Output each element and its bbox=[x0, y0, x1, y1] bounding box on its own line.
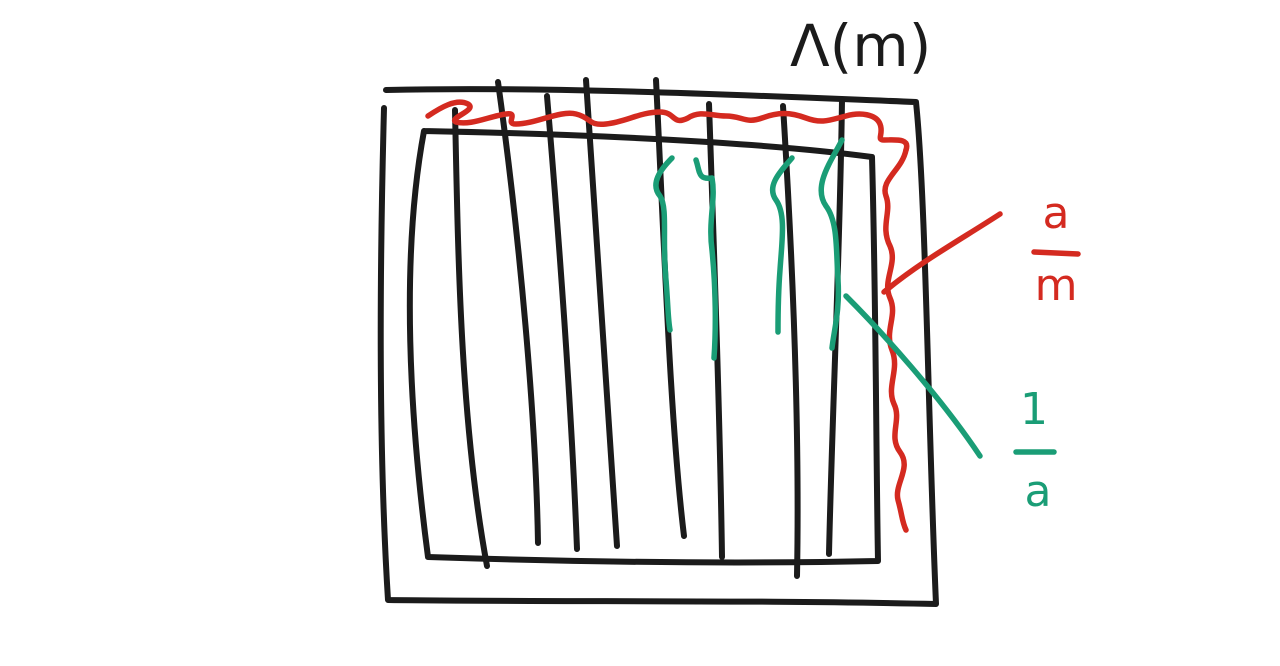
vertical-line bbox=[583, 77, 620, 549]
red-wavy-line-top bbox=[425, 99, 910, 153]
red-pointer-line bbox=[881, 211, 1003, 295]
green-pointer-line bbox=[843, 293, 983, 459]
inner-square bbox=[406, 128, 881, 566]
red-fraction-numerator: a bbox=[1043, 188, 1070, 239]
red-fraction-bar bbox=[1031, 249, 1081, 257]
lattice-title-label: Λ(m) bbox=[790, 12, 931, 80]
vertical-line bbox=[780, 103, 801, 579]
green-strand bbox=[653, 155, 675, 333]
green-fraction-denominator: a bbox=[1025, 466, 1052, 517]
green-fraction-numerator: 1 bbox=[1020, 384, 1048, 435]
red-wavy-line-right bbox=[882, 147, 909, 533]
vertical-line bbox=[452, 107, 490, 569]
vertical-line bbox=[544, 93, 580, 552]
green-strand bbox=[769, 155, 795, 335]
red-fraction-denominator: m bbox=[1035, 260, 1078, 311]
vertical-line bbox=[495, 79, 541, 546]
green-strands bbox=[653, 137, 845, 361]
green-strand bbox=[818, 137, 845, 351]
green-strand bbox=[693, 157, 719, 361]
outer-square bbox=[377, 86, 939, 607]
vertical-lines bbox=[452, 77, 845, 579]
